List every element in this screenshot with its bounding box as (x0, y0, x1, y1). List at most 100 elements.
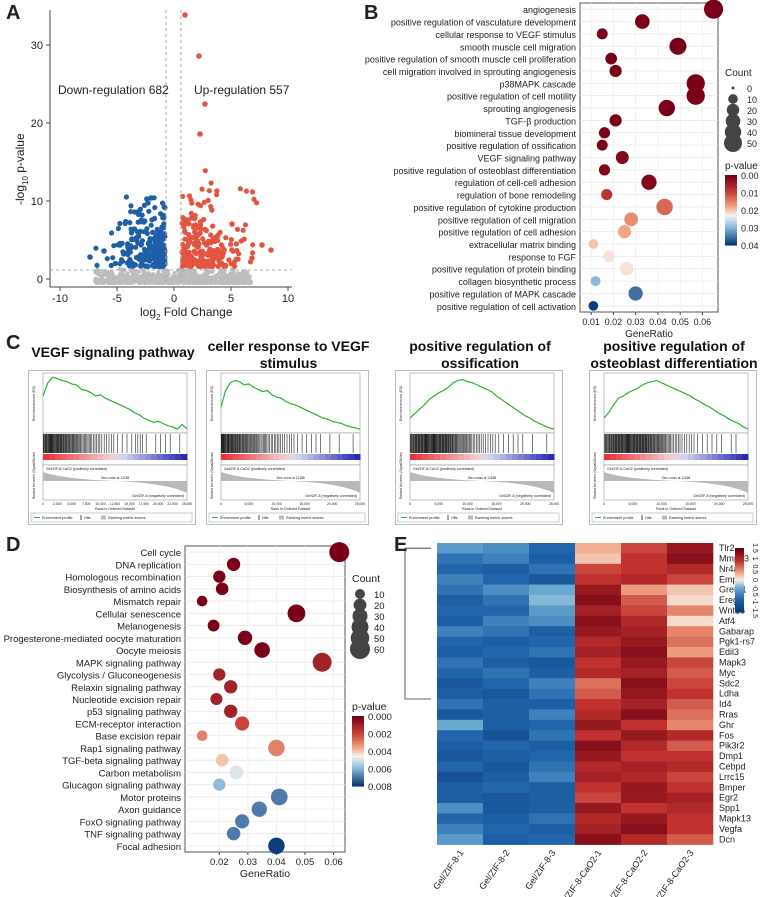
gsea-title: positive regulation of osteoblast differ… (590, 338, 758, 371)
heatmap-cell (529, 751, 576, 762)
rank-gradient (121, 454, 128, 460)
volcano-point-up (234, 247, 240, 254)
term-label: response to FGF (508, 252, 576, 262)
colorbar-segment (352, 741, 364, 745)
bubble (641, 174, 657, 190)
gene-label: Edil3 (719, 647, 739, 657)
heatmap-cell (621, 803, 668, 814)
gene-label: Ldha (719, 689, 739, 699)
volcano-point-down (110, 255, 116, 261)
bubble (598, 127, 611, 139)
heatmap-cell (575, 709, 622, 721)
heatmap-cell (437, 834, 484, 845)
volcano-point-ns (147, 272, 152, 277)
heatmap-cell (621, 740, 668, 752)
term-label: TNF signaling pathway (84, 830, 181, 841)
term-label: Nucleotide excision repair (72, 695, 181, 706)
count-legend-label: 10 (747, 95, 757, 105)
bubble (235, 814, 250, 829)
gene-label: Bmper (719, 782, 746, 792)
bubble (588, 300, 599, 311)
pvalue-legend-title: p-value (352, 701, 387, 713)
gsea-x-tick: 25,000 (549, 502, 559, 506)
term-label: Homologous recombination (65, 573, 181, 584)
rank-gradient (700, 454, 707, 460)
volcano-point-down (161, 204, 167, 210)
heatmap-cell (575, 584, 622, 596)
heatmap-colorbar-segment (735, 577, 744, 581)
volcano-point-up (196, 53, 202, 59)
heatmap-colorbar-segment (735, 590, 744, 594)
heatmap-cell (621, 771, 668, 783)
term-label: Oocyte meiosis (116, 646, 181, 657)
heatmap-cell (529, 699, 576, 710)
volcano-point-down (128, 259, 134, 265)
bubble (254, 642, 270, 658)
volcano-point-ns (136, 269, 141, 274)
rank-gradient (658, 454, 665, 460)
term-label: positive regulation of ossification (446, 141, 576, 151)
volcano-point-up (192, 223, 198, 229)
heatmap-cell (667, 792, 714, 804)
legend-ranking-swatch (279, 515, 284, 520)
volcano-point-up (214, 192, 220, 198)
count-legend-label: 40 (374, 623, 385, 634)
term-label: Glucagon signaling pathway (62, 781, 181, 792)
volcano-point-up (205, 197, 211, 203)
rank-gradient (458, 454, 465, 460)
colorbar-segment (352, 755, 364, 759)
colorbar-tick-label: 0.004 (368, 747, 392, 758)
colorbar-segment (725, 228, 737, 232)
volcano-point-ns (131, 278, 136, 283)
heatmap-cell (529, 647, 576, 658)
term-label: Cell cycle (140, 548, 181, 559)
heatmap-cell (437, 563, 484, 575)
es-frame (603, 372, 749, 434)
volcano-point-up (268, 247, 274, 253)
heatmap-cell (437, 647, 484, 658)
heatmap-colorbar-tick: -1.5 (751, 606, 758, 618)
volcano-point-up (182, 12, 188, 18)
heatmap-colorbar-segment (735, 567, 744, 570)
heatmap-cell (483, 792, 530, 804)
rank-gradient (336, 454, 344, 460)
pos-label: Gel/ZIF-8-CaO2 (positively correlated) (413, 467, 474, 471)
volcano-point-down (161, 260, 167, 266)
colorbar-segment (725, 210, 737, 213)
x-axis-title: GeneRatio (625, 329, 673, 340)
gsea-x-tick: 0 (409, 502, 411, 506)
x-tick-label: 0.05 (296, 857, 315, 868)
volcano-point-up (243, 188, 250, 194)
heatmap-cell (437, 709, 484, 721)
term-label: cellular response to VEGF stimulus (435, 30, 576, 40)
count-legend-dot (724, 134, 742, 152)
volcano-point-up (193, 231, 199, 237)
volcano-point-down (128, 209, 134, 215)
count-legend-title: Count (352, 573, 380, 585)
heatmap-cell (575, 647, 622, 658)
gsea-x-tick: 10,000 (656, 502, 666, 506)
rank-gradient (616, 454, 623, 460)
gsea-x-tick: 20,000 (153, 502, 163, 506)
bubble (601, 188, 613, 201)
term-label: TGF-β production (505, 116, 576, 126)
volcano-point-up (200, 236, 206, 242)
volcano-point-down (108, 262, 114, 269)
heatmap-cell (529, 730, 576, 741)
term-label: Cellular senescence (95, 609, 181, 620)
heatmap-cell (621, 626, 668, 637)
heatmap-cell (575, 543, 622, 554)
heatmap-cell (529, 834, 576, 845)
term-label: Progesterone-mediated oocyte maturation (4, 634, 181, 645)
heatmap-cell (667, 647, 714, 658)
volcano-x-tick-label: 10 (282, 293, 294, 305)
gsea-x-tick: 10,000 (95, 502, 105, 506)
volcano-x-tick-label: -10 (52, 293, 68, 305)
heatmap-colorbar-segment (735, 562, 744, 566)
volcano-point-ns (125, 271, 130, 276)
es-axis-label: Enrichment score (ES) (210, 386, 214, 421)
heatmap-cell (667, 657, 714, 669)
bubble (287, 604, 306, 623)
volcano-point-down (148, 222, 154, 228)
pos-label: Gel/ZIF-8-CaO2 (positively correlated) (224, 467, 285, 471)
